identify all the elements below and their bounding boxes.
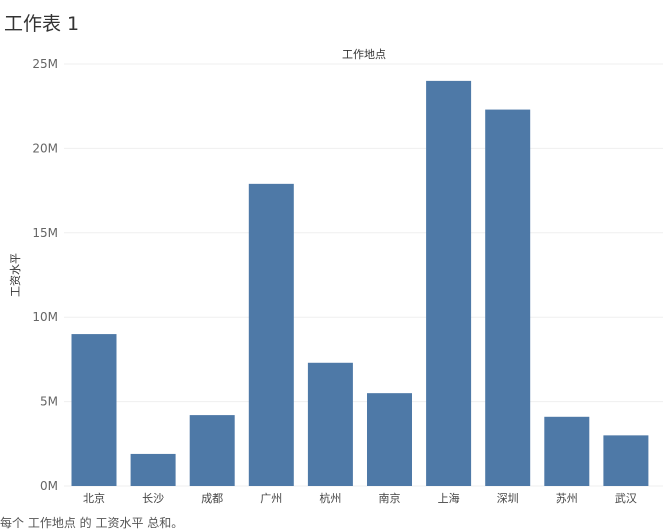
bar-3[interactable] bbox=[189, 415, 235, 486]
x-tick-label: 杭州 bbox=[319, 491, 341, 505]
bar-1[interactable] bbox=[71, 334, 117, 486]
y-tick-label: 15M bbox=[32, 226, 58, 240]
y-tick-label: 25M bbox=[32, 57, 58, 71]
bar-2[interactable] bbox=[130, 453, 176, 486]
y-tick-label: 0M bbox=[40, 479, 58, 493]
chart-caption: 每个 工作地点 的 工资水平 总和。 bbox=[0, 516, 184, 530]
bar-10[interactable] bbox=[603, 435, 649, 486]
x-axis-ticks: 北京 长沙 成都 广州 杭州 南京 上海 深圳 苏州 武汉 bbox=[83, 491, 637, 505]
bar-4[interactable] bbox=[248, 183, 294, 486]
x-tick-label: 北京 bbox=[83, 491, 105, 505]
bar-9[interactable] bbox=[544, 416, 590, 486]
x-tick-label: 深圳 bbox=[497, 492, 519, 505]
sheet-title: 工作表 1 bbox=[4, 13, 80, 35]
y-axis-label: 工资水平 bbox=[9, 253, 22, 297]
y-tick-label: 10M bbox=[32, 310, 58, 324]
y-axis-ticks: 0M 5M 10M 15M 20M 25M bbox=[32, 57, 58, 493]
bar-6[interactable] bbox=[367, 393, 412, 486]
y-tick-label: 20M bbox=[32, 141, 58, 155]
x-tick-label: 南京 bbox=[379, 491, 401, 505]
x-tick-label: 苏州 bbox=[556, 492, 578, 505]
bars bbox=[71, 80, 649, 487]
bar-chart: 0M 5M 10M 15M 20M 25M 北京 长沙 成都 广州 杭州 南京 上海 深圳 苏州 武汉 工作… bbox=[9, 48, 663, 505]
x-axis-header: 工作地点 bbox=[342, 48, 386, 61]
bar-7[interactable] bbox=[426, 80, 472, 486]
x-tick-label: 上海 bbox=[438, 491, 460, 505]
x-tick-label: 成都 bbox=[201, 492, 223, 505]
bar-8[interactable] bbox=[485, 109, 531, 487]
x-tick-label: 长沙 bbox=[142, 492, 164, 505]
bar-5[interactable] bbox=[307, 362, 353, 486]
x-tick-label: 武汉 bbox=[615, 492, 637, 505]
x-tick-label: 广州 bbox=[260, 492, 282, 505]
y-tick-label: 5M bbox=[40, 395, 58, 409]
